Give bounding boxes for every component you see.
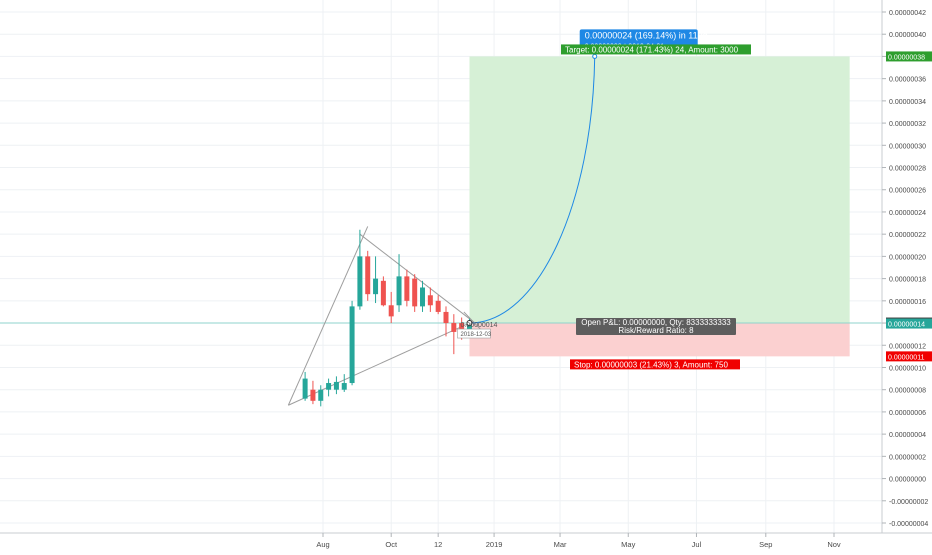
current-price-tag-2: 0.00000014 xyxy=(888,322,925,329)
x-tick-label: Aug xyxy=(316,540,329,549)
projection-label-line1: 0.00000024 (169.14%) in 119d xyxy=(585,30,708,40)
y-tick-label: 0.00000020 xyxy=(889,254,926,261)
y-tick-label: 0.00000040 xyxy=(889,32,926,39)
y-tick-label: 0.00000004 xyxy=(889,432,926,439)
candle-body[interactable] xyxy=(466,323,472,332)
candle-body[interactable] xyxy=(365,256,371,295)
stop-price-tag: 0.00000011 xyxy=(888,354,925,361)
projection-curve[interactable] xyxy=(469,56,596,324)
y-tick-label: 0.00000012 xyxy=(889,343,926,350)
candle-body[interactable] xyxy=(349,306,355,384)
stop-badge xyxy=(570,359,740,370)
entry-price-tag: 0.00000014 xyxy=(460,322,497,329)
entry-date-tag-box xyxy=(457,328,491,339)
candle-body[interactable] xyxy=(388,305,394,317)
candle-body[interactable] xyxy=(302,378,308,399)
y-tick-label: 0.00000018 xyxy=(889,277,926,284)
candle-body[interactable] xyxy=(318,389,324,401)
x-tick-label: Jul xyxy=(692,540,702,549)
target-badge-text: Target: 0.00000024 (171.43%) 24, Amount:… xyxy=(565,45,739,54)
position-info-line1: Open P&L: 0.00000000, Qty: 8333333333 xyxy=(581,318,731,327)
target-zone[interactable] xyxy=(469,56,850,324)
candle-body[interactable] xyxy=(357,256,363,307)
y-tick-label: 0.00000024 xyxy=(889,210,926,217)
x-tick-label: 2019 xyxy=(486,540,503,549)
y-tick-label: 0.00000008 xyxy=(889,388,926,395)
y-tick-label: 0.00000002 xyxy=(889,454,926,461)
candle-body[interactable] xyxy=(412,278,418,307)
y-tick-label: -0.00000002 xyxy=(889,499,928,506)
x-tick-label: Oct xyxy=(385,540,398,549)
y-tick-label: 0.00000028 xyxy=(889,166,926,173)
x-tick-label: 12 xyxy=(434,540,442,549)
x-tick-label: May xyxy=(621,540,635,549)
y-tick-label: 0.00000022 xyxy=(889,232,926,239)
y-tick-label: -0.00000004 xyxy=(889,521,928,528)
trendline[interactable] xyxy=(359,233,476,324)
entry-marker[interactable] xyxy=(466,320,473,327)
position-info-line2: Risk/Reward Ratio: 8 xyxy=(618,326,694,335)
candle-body[interactable] xyxy=(380,280,386,306)
y-tick-label: 0.00000036 xyxy=(889,77,926,84)
candle-body[interactable] xyxy=(435,300,441,312)
y-tick-label: 0.00000034 xyxy=(889,99,926,106)
candle-body[interactable] xyxy=(396,276,402,306)
target-price-tag-box xyxy=(886,51,932,62)
candle-body[interactable] xyxy=(459,323,465,335)
y-tick-label: 0.00000006 xyxy=(889,410,926,417)
stop-badge-text: Stop: 0.00000003 (21.43%) 3, Amount: 750 xyxy=(574,360,728,369)
x-tick-label: Nov xyxy=(827,540,841,549)
stop-price-tag-box xyxy=(886,351,932,362)
candle-body[interactable] xyxy=(427,295,433,306)
target-badge xyxy=(561,44,751,55)
trendline[interactable] xyxy=(288,322,470,406)
candle-body[interactable] xyxy=(451,323,457,332)
projection-end-marker[interactable] xyxy=(592,53,598,59)
y-tick-label: 0.00000030 xyxy=(889,143,926,150)
candle-body[interactable] xyxy=(420,287,426,307)
y-tick-label: 0.00000000 xyxy=(889,477,926,484)
x-tick-label: Sep xyxy=(759,540,772,549)
candle-body[interactable] xyxy=(341,383,347,390)
trendline[interactable] xyxy=(287,226,369,406)
y-tick-label: 0.00000010 xyxy=(889,365,926,372)
x-tick-label: Mar xyxy=(554,540,567,549)
y-tick-label: 0.00000026 xyxy=(889,188,926,195)
candle-body[interactable] xyxy=(333,381,339,390)
y-tick-label: 0.00000042 xyxy=(889,10,926,17)
current-price-tag-2-box xyxy=(886,318,932,329)
position-info-box xyxy=(576,318,736,336)
candle-body[interactable] xyxy=(326,383,332,390)
target-price-tag: 0.00000038 xyxy=(888,54,925,61)
candle-body[interactable] xyxy=(404,276,410,301)
y-tick-label: 0.00000032 xyxy=(889,121,926,128)
entry-date-tag: 2018-12-03 xyxy=(460,332,491,338)
candle-body[interactable] xyxy=(310,389,316,401)
candle-body[interactable] xyxy=(443,311,449,324)
y-tick-label: 0.00000016 xyxy=(889,299,926,306)
candle-body[interactable] xyxy=(373,278,379,295)
